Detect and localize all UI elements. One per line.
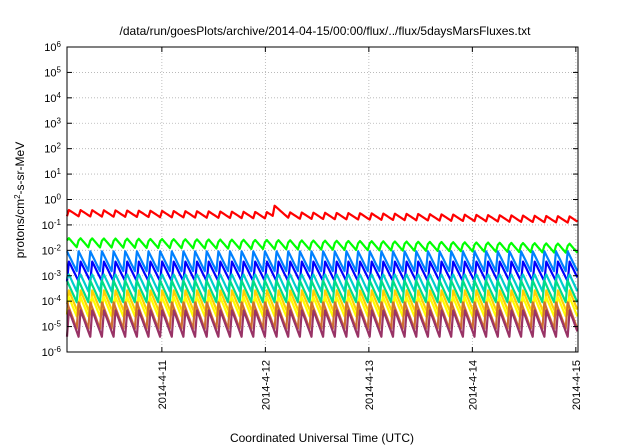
series-layer xyxy=(65,204,579,338)
x-tick-label: 2014-4-13 xyxy=(364,360,376,410)
axis-ticks: 10-6 10-5 10-4 10-3 10-2 10-1 100 101 102 103 104 1… xyxy=(42,40,583,411)
x-tick-label: 2014-4-14 xyxy=(467,360,479,410)
y-tick-label: 10-6 xyxy=(42,345,62,360)
y-tick-label: 10-2 xyxy=(42,243,62,257)
x-tick-label: 2014-4-15 xyxy=(571,360,583,410)
y-tick-label: 105 xyxy=(44,65,61,80)
y-tick-label: 102 xyxy=(44,141,61,156)
y-axis-label-base: protons/cm xyxy=(13,199,27,258)
y-tick-label: 10-3 xyxy=(42,268,62,283)
y-tick-label: 10-5 xyxy=(42,319,62,334)
flux-series-line xyxy=(66,250,579,273)
y-tick-label: 103 xyxy=(44,116,61,131)
y-tick-label: 10-4 xyxy=(42,294,62,309)
y-tick-label: 106 xyxy=(44,40,61,55)
flux-series-line xyxy=(66,237,579,254)
y-tick-label: 10-1 xyxy=(42,217,62,232)
plot-frame xyxy=(66,46,579,353)
x-axis-label: Coordinated Universal Time (UTC) xyxy=(230,431,414,445)
flux-series-line xyxy=(65,309,579,338)
x-tick-label: 2014-4-11 xyxy=(157,360,169,409)
y-tick-label: 100 xyxy=(44,192,61,207)
y-axis-label: protons/cm2-s-sr-MeV xyxy=(13,142,28,258)
flux-series-line xyxy=(65,279,579,304)
y-tick-label: 104 xyxy=(44,90,61,105)
y-axis-label-sup: 2 xyxy=(13,194,22,199)
y-tick-label: 101 xyxy=(44,167,61,182)
chart-title: /data/run/goesPlots/archive/2014-04-15/0… xyxy=(120,24,532,38)
y-axis-label-rest: -s-sr-MeV xyxy=(13,142,27,195)
flux-series-line xyxy=(65,204,578,224)
x-tick-label: 2014-4-12 xyxy=(260,360,272,410)
